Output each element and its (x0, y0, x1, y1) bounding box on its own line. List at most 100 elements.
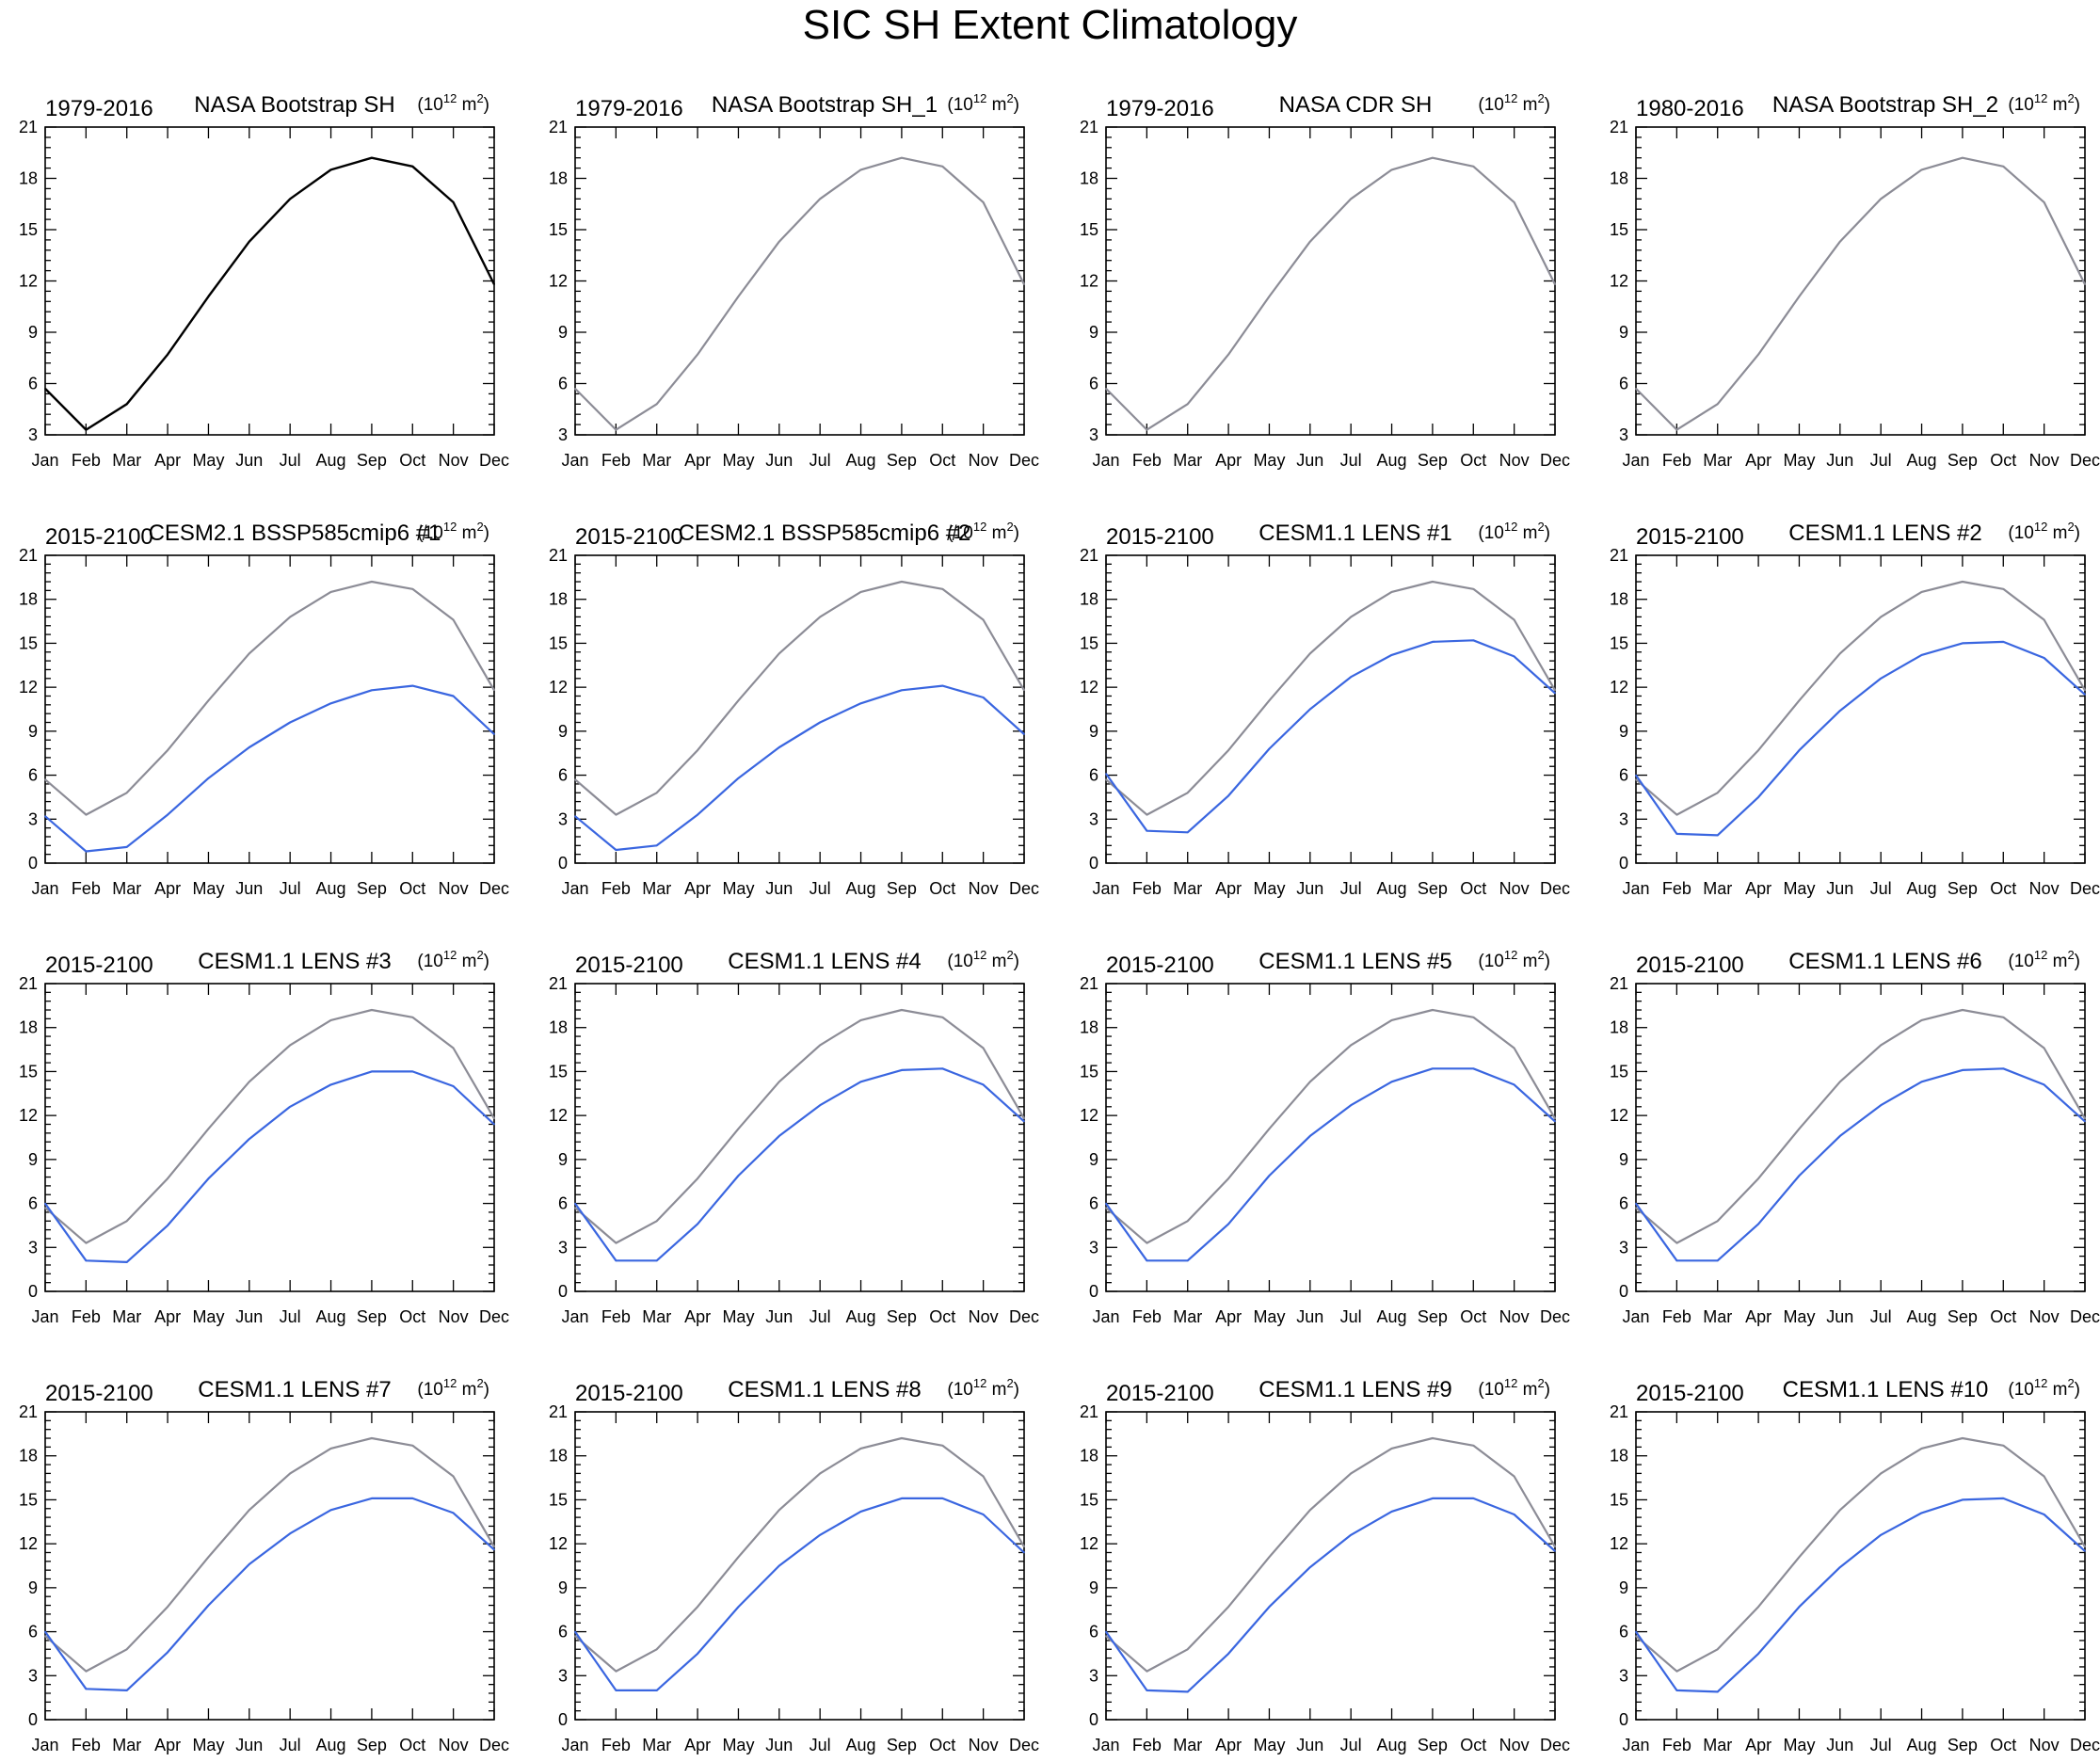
data-point (1513, 1475, 1515, 1478)
data-point (329, 702, 332, 705)
x-tick-label: Sep (887, 879, 917, 898)
x-tick-label: Jul (1340, 1736, 1362, 1754)
data-point (655, 403, 658, 406)
x-tick-label: Jan (1622, 451, 1649, 470)
data-point (1675, 1690, 1678, 1691)
x-tick-label: Apr (154, 1736, 181, 1754)
x-tick-label: Nov (1499, 1307, 1530, 1326)
data-point (1962, 642, 1964, 645)
x-tick-label: Oct (1990, 1307, 2016, 1326)
data-point (1920, 591, 1923, 593)
units-label: (1012 m2) (2008, 1376, 2080, 1400)
data-point (411, 684, 414, 687)
x-tick-label: Oct (399, 451, 425, 470)
data-point (1146, 1670, 1148, 1673)
data-point (44, 815, 46, 817)
data-point (1839, 1566, 1841, 1568)
data-point (859, 1019, 862, 1021)
data-point (655, 792, 658, 794)
data-point (1105, 388, 1107, 390)
y-tick-label: 15 (1080, 1490, 1098, 1509)
data-point (1350, 616, 1352, 618)
data-point (1513, 201, 1515, 203)
data-point (697, 1606, 698, 1608)
x-tick-label: Jul (1870, 1307, 1892, 1326)
data-point (167, 353, 168, 356)
y-tick-label: 18 (1080, 169, 1098, 188)
x-tick-label: Nov (2029, 1307, 2060, 1326)
y-tick-label: 6 (1089, 1194, 1098, 1213)
data-point (1146, 428, 1148, 431)
x-tick-label: Sep (887, 1736, 917, 1754)
x-tick-label: Feb (1662, 1307, 1691, 1326)
plot-frame (1105, 983, 1556, 1292)
data-point (85, 1259, 88, 1262)
panel-period: 1979-2016 (45, 96, 153, 121)
data-point (371, 581, 373, 583)
x-tick-label: Dec (479, 1307, 509, 1326)
data-point (207, 1604, 210, 1607)
plot-frame (44, 554, 495, 864)
data-point (737, 1606, 740, 1608)
series-line-reference (574, 580, 1025, 816)
data-point (655, 1648, 658, 1651)
y-tick-label: 9 (558, 1150, 568, 1169)
data-point (2084, 689, 2086, 692)
y-tick-label: 12 (549, 1106, 568, 1125)
data-point (901, 156, 903, 159)
x-tick-label: Jun (765, 1307, 793, 1326)
y-tick-label: 3 (28, 425, 38, 444)
x-tick-label: Dec (479, 451, 509, 470)
data-point (44, 1630, 46, 1633)
x-tick-label: Oct (1460, 879, 1486, 898)
data-point (371, 689, 373, 692)
data-point (819, 721, 821, 724)
panel-period: 1979-2016 (575, 96, 683, 121)
x-tick-label: Feb (601, 879, 631, 898)
data-point (819, 1044, 821, 1047)
x-tick-label: Feb (1132, 451, 1162, 470)
y-tick-label: 18 (549, 1447, 568, 1466)
series-line-model (1635, 1497, 2086, 1693)
data-point (2084, 283, 2086, 285)
data-point (574, 778, 576, 780)
x-tick-label: Jun (1296, 451, 1323, 470)
x-tick-label: Apr (1745, 879, 1771, 898)
y-tick-label: 21 (19, 1402, 38, 1421)
y-tick-label: 6 (558, 1623, 568, 1642)
panel-5: 0 3 6 9 12 15 18 21 Jan Feb Mar Apr May Jun Jul Aug Sep O… (19, 520, 509, 898)
x-tick-label: Jul (1340, 1307, 1362, 1326)
y-tick-label: 9 (558, 722, 568, 741)
data-point (1880, 198, 1882, 200)
x-tick-label: May (722, 451, 754, 470)
data-point (1716, 1220, 1719, 1223)
data-point (1839, 652, 1841, 655)
data-point (1309, 240, 1311, 243)
data-point (1432, 1009, 1434, 1011)
data-point (289, 1472, 292, 1475)
x-tick-label: Mar (1173, 1736, 1202, 1754)
x-tick-label: Aug (1907, 1736, 1937, 1754)
y-tick-label: 3 (558, 1238, 568, 1257)
x-tick-label: Jan (561, 1307, 588, 1326)
data-point (778, 1081, 780, 1083)
data-point (982, 1514, 985, 1515)
data-point (1798, 1175, 1801, 1177)
data-point (574, 815, 576, 817)
x-tick-label: May (1253, 1736, 1285, 1754)
data-point (778, 1135, 780, 1137)
x-tick-label: Oct (1460, 451, 1486, 470)
y-tick-label: 21 (1610, 974, 1628, 993)
data-point (493, 283, 495, 285)
panel-title: CESM1.1 LENS #1 (1258, 521, 1451, 546)
x-tick-label: Jul (810, 1736, 831, 1754)
x-tick-label: Jun (1296, 1736, 1323, 1754)
plot-frame (574, 126, 1025, 436)
x-tick-label: Sep (357, 1736, 387, 1754)
data-point (248, 1138, 250, 1140)
data-point (1920, 168, 1923, 171)
y-tick-label: 6 (28, 766, 38, 785)
series-line-model (574, 1497, 1025, 1692)
y-tick-label: 3 (28, 1238, 38, 1257)
data-point (1186, 403, 1189, 406)
